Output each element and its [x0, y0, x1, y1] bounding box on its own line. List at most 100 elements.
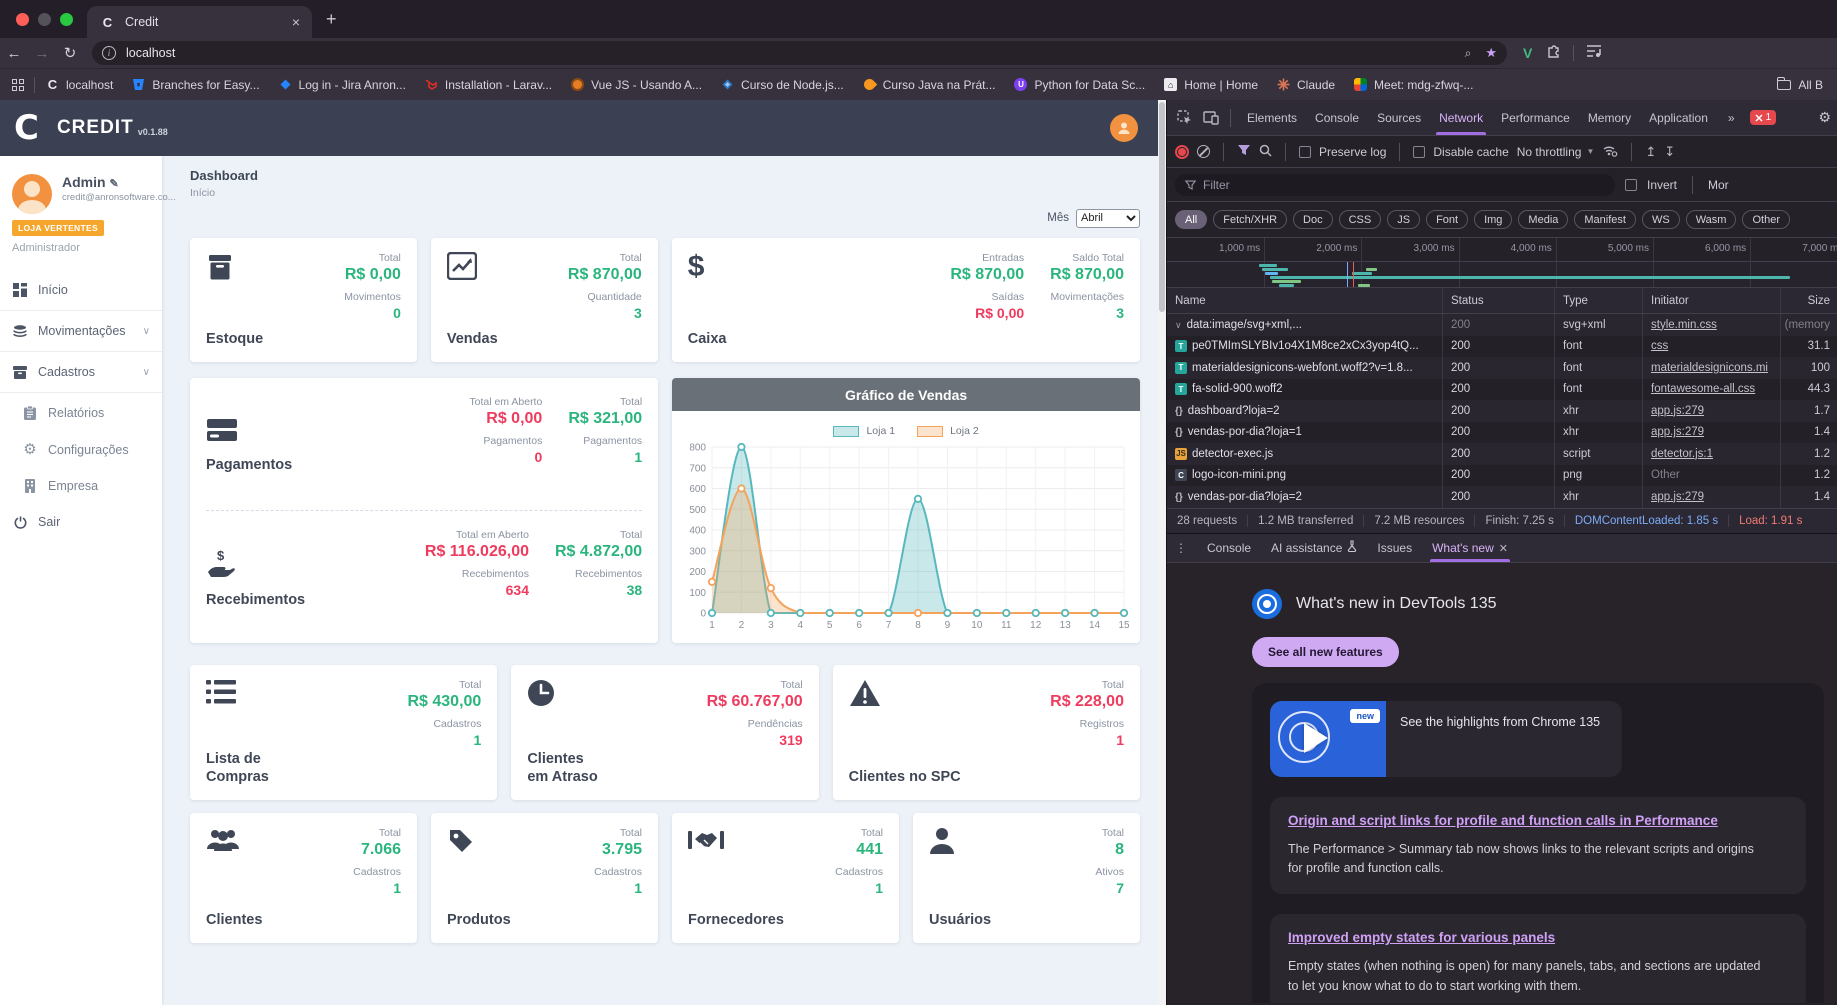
inspect-element-icon[interactable] [1173, 107, 1197, 129]
devtools-tab-application[interactable]: Application [1649, 110, 1708, 125]
devtools-tab-memory[interactable]: Memory [1587, 110, 1632, 125]
window-controls[interactable] [16, 12, 73, 26]
initiator-link[interactable]: materialdesignicons.mi [1651, 361, 1768, 374]
devtools-tab-performance[interactable]: Performance [1501, 110, 1570, 125]
column-header-initiator[interactable]: Initiator [1643, 288, 1781, 313]
sidebar-item-movimentacoes[interactable]: Movimentações ∨ [0, 313, 162, 349]
initiator-link[interactable]: fontawesome-all.css [1651, 383, 1755, 395]
reload-icon[interactable]: ↻ [63, 45, 77, 62]
feature-link[interactable]: Origin and script links for profile and … [1288, 812, 1718, 828]
initiator-link[interactable]: detector.js:1 [1651, 448, 1713, 460]
card-pagamentos-recebimentos[interactable]: Pagamentos Total em Aberto R$ 0,00 Pagament… [190, 378, 659, 643]
bookmark-item-meet[interactable]: Meet: mdg-zfwq-... [1353, 77, 1473, 92]
import-har-icon[interactable]: ↥ [1645, 143, 1657, 159]
bookmark-item-claude[interactable]: Claude [1276, 77, 1335, 92]
card-clientes[interactable]: Clientes Total 7.066 Cadastros 1 [190, 813, 417, 943]
bookmark-item-vue[interactable]: Vue JS - Usando A... [570, 77, 702, 92]
initiator-link[interactable]: fontawesome-all.css [1651, 383, 1756, 396]
column-header-size[interactable]: Size [1807, 294, 1830, 307]
media-controls-icon[interactable] [1586, 44, 1602, 63]
export-har-icon[interactable]: ↧ [1664, 143, 1676, 159]
all-bookmarks-button[interactable]: All B [1777, 76, 1837, 92]
drawer-tab-ai-assistance[interactable]: AI assistance [1261, 533, 1367, 562]
error-count-badge[interactable]: 1 [1749, 110, 1777, 125]
filter-chip-ws[interactable]: WS [1641, 210, 1680, 229]
filter-chip-js[interactable]: JS [1387, 210, 1421, 229]
filter-chip-font[interactable]: Font [1426, 210, 1469, 229]
initiator-link[interactable]: app.js:279 [1651, 426, 1704, 438]
network-conditions-icon[interactable] [1602, 144, 1618, 160]
filter-chip-all[interactable]: All [1175, 210, 1208, 229]
network-overview[interactable] [1167, 262, 1837, 288]
initiator-link[interactable]: detector.js:1 [1651, 447, 1714, 460]
highlights-video[interactable]: new See the highlights from Chrome 135 [1270, 700, 1622, 777]
filter-chip-other[interactable]: Other [1742, 210, 1790, 229]
card-clientes-spc[interactable]: Clientes no SPC Total R$ 228,00 Registros 1 [832, 665, 1140, 800]
header-avatar[interactable] [1110, 114, 1138, 142]
filter-chip-css[interactable]: CSS [1338, 210, 1382, 229]
devtools-tab-sources[interactable]: Sources [1377, 110, 1422, 125]
bookmark-item-java[interactable]: Curso Java na Prát... [861, 76, 995, 93]
filter-chip-doc[interactable]: Doc [1293, 210, 1333, 229]
search-icon[interactable] [1259, 144, 1272, 160]
site-info-icon[interactable]: i [102, 46, 116, 60]
drawer-tab-issues[interactable]: Issues [1367, 533, 1422, 562]
initiator-link[interactable]: app.js:279 [1651, 426, 1705, 439]
filter-chip-media[interactable]: Media [1518, 210, 1569, 229]
video-thumbnail[interactable]: new [1270, 700, 1386, 777]
edit-profile-icon[interactable]: ✎ [109, 178, 119, 190]
bookmark-item-node[interactable]: Curso de Node.js... [720, 77, 844, 92]
filter-chip-img[interactable]: Img [1474, 210, 1513, 229]
initiator-link[interactable]: css [1651, 340, 1668, 352]
bookmark-star-icon[interactable]: ★ [1485, 45, 1497, 60]
sidebar-item-relatorios[interactable]: Relatórios [0, 395, 162, 431]
see-all-features-button[interactable]: See all new features [1252, 636, 1399, 667]
column-header-status[interactable]: Status [1443, 288, 1555, 313]
zoom-page-icon[interactable]: ⌕ [1464, 45, 1472, 60]
initiator-link[interactable]: app.js:279 [1651, 491, 1704, 503]
play-icon[interactable] [1304, 722, 1328, 753]
throttling-dropdown[interactable]: No throttling ▼ [1516, 144, 1595, 159]
card-vendas[interactable]: Vendas Total R$ 870,00 Quantidade 3 [430, 238, 658, 362]
devtools-settings-icon[interactable]: ⚙ [1818, 109, 1831, 125]
sidebar-item-sair[interactable]: Sair [0, 504, 162, 540]
filter-chip-wasm[interactable]: Wasm [1685, 210, 1737, 229]
bookmark-item-laravel[interactable]: Installation - Larav... [424, 77, 552, 92]
minimize-window-button[interactable] [38, 12, 51, 26]
devtools-tab-elements[interactable]: Elements [1247, 110, 1298, 125]
card-fornecedores[interactable]: Fornecedores Total 441 Cadastros 1 [672, 813, 899, 943]
invert-checkbox[interactable] [1625, 178, 1637, 191]
drawer-menu-icon[interactable]: ⋮ [1175, 540, 1187, 555]
browser-tab-credit[interactable]: C Credit × [87, 6, 312, 38]
sidebar-item-configuracoes[interactable]: ⚙ Configurações [0, 431, 162, 468]
network-request-row[interactable]: {} vendas-por-dia?loja=2 200 xhr app.js:279 1… [1167, 486, 1837, 508]
drawer-tab-what-s-new[interactable]: What's new ✕ [1422, 533, 1518, 562]
close-window-button[interactable] [16, 12, 29, 26]
initiator-link[interactable]: style.min.css [1651, 319, 1717, 331]
vue-devtools-icon[interactable]: V [1523, 45, 1533, 61]
initiator-link[interactable]: style.min.css [1651, 318, 1717, 331]
filter-chip-manifest[interactable]: Manifest [1574, 210, 1636, 229]
device-toolbar-icon[interactable] [1199, 107, 1223, 129]
bookmark-item-bitbucket[interactable]: Branches for Easy... [131, 77, 260, 92]
devtools-tab-console[interactable]: Console [1315, 110, 1360, 125]
bookmark-item-home[interactable]: ⌂ Home | Home [1163, 77, 1258, 92]
column-header-type[interactable]: Type [1555, 288, 1643, 313]
drawer-tab-console[interactable]: Console [1197, 533, 1261, 562]
sidebar-item-cadastros[interactable]: Cadastros ∨ [0, 354, 162, 390]
filter-toggle-icon[interactable] [1237, 144, 1251, 159]
initiator-link[interactable]: app.js:279 [1651, 405, 1704, 417]
new-tab-button[interactable]: + [326, 8, 337, 29]
network-request-row[interactable]: {} dashboard?loja=2 200 xhr app.js:279 1.7 [1167, 400, 1837, 422]
back-icon[interactable]: ← [6, 44, 22, 62]
extensions-icon[interactable] [1546, 43, 1561, 63]
zoom-window-button[interactable] [60, 12, 73, 26]
bookmark-item-python[interactable]: U Python for Data Sc... [1013, 77, 1145, 92]
close-tab-icon[interactable]: ✕ [1498, 542, 1508, 555]
card-caixa[interactable]: $ Caixa Entradas R$ 870,00 Saídas R$ 0,00 Sald… [671, 238, 1140, 362]
feature-link[interactable]: Improved empty states for various panels [1288, 930, 1556, 946]
month-select[interactable]: Abril [1076, 208, 1140, 228]
